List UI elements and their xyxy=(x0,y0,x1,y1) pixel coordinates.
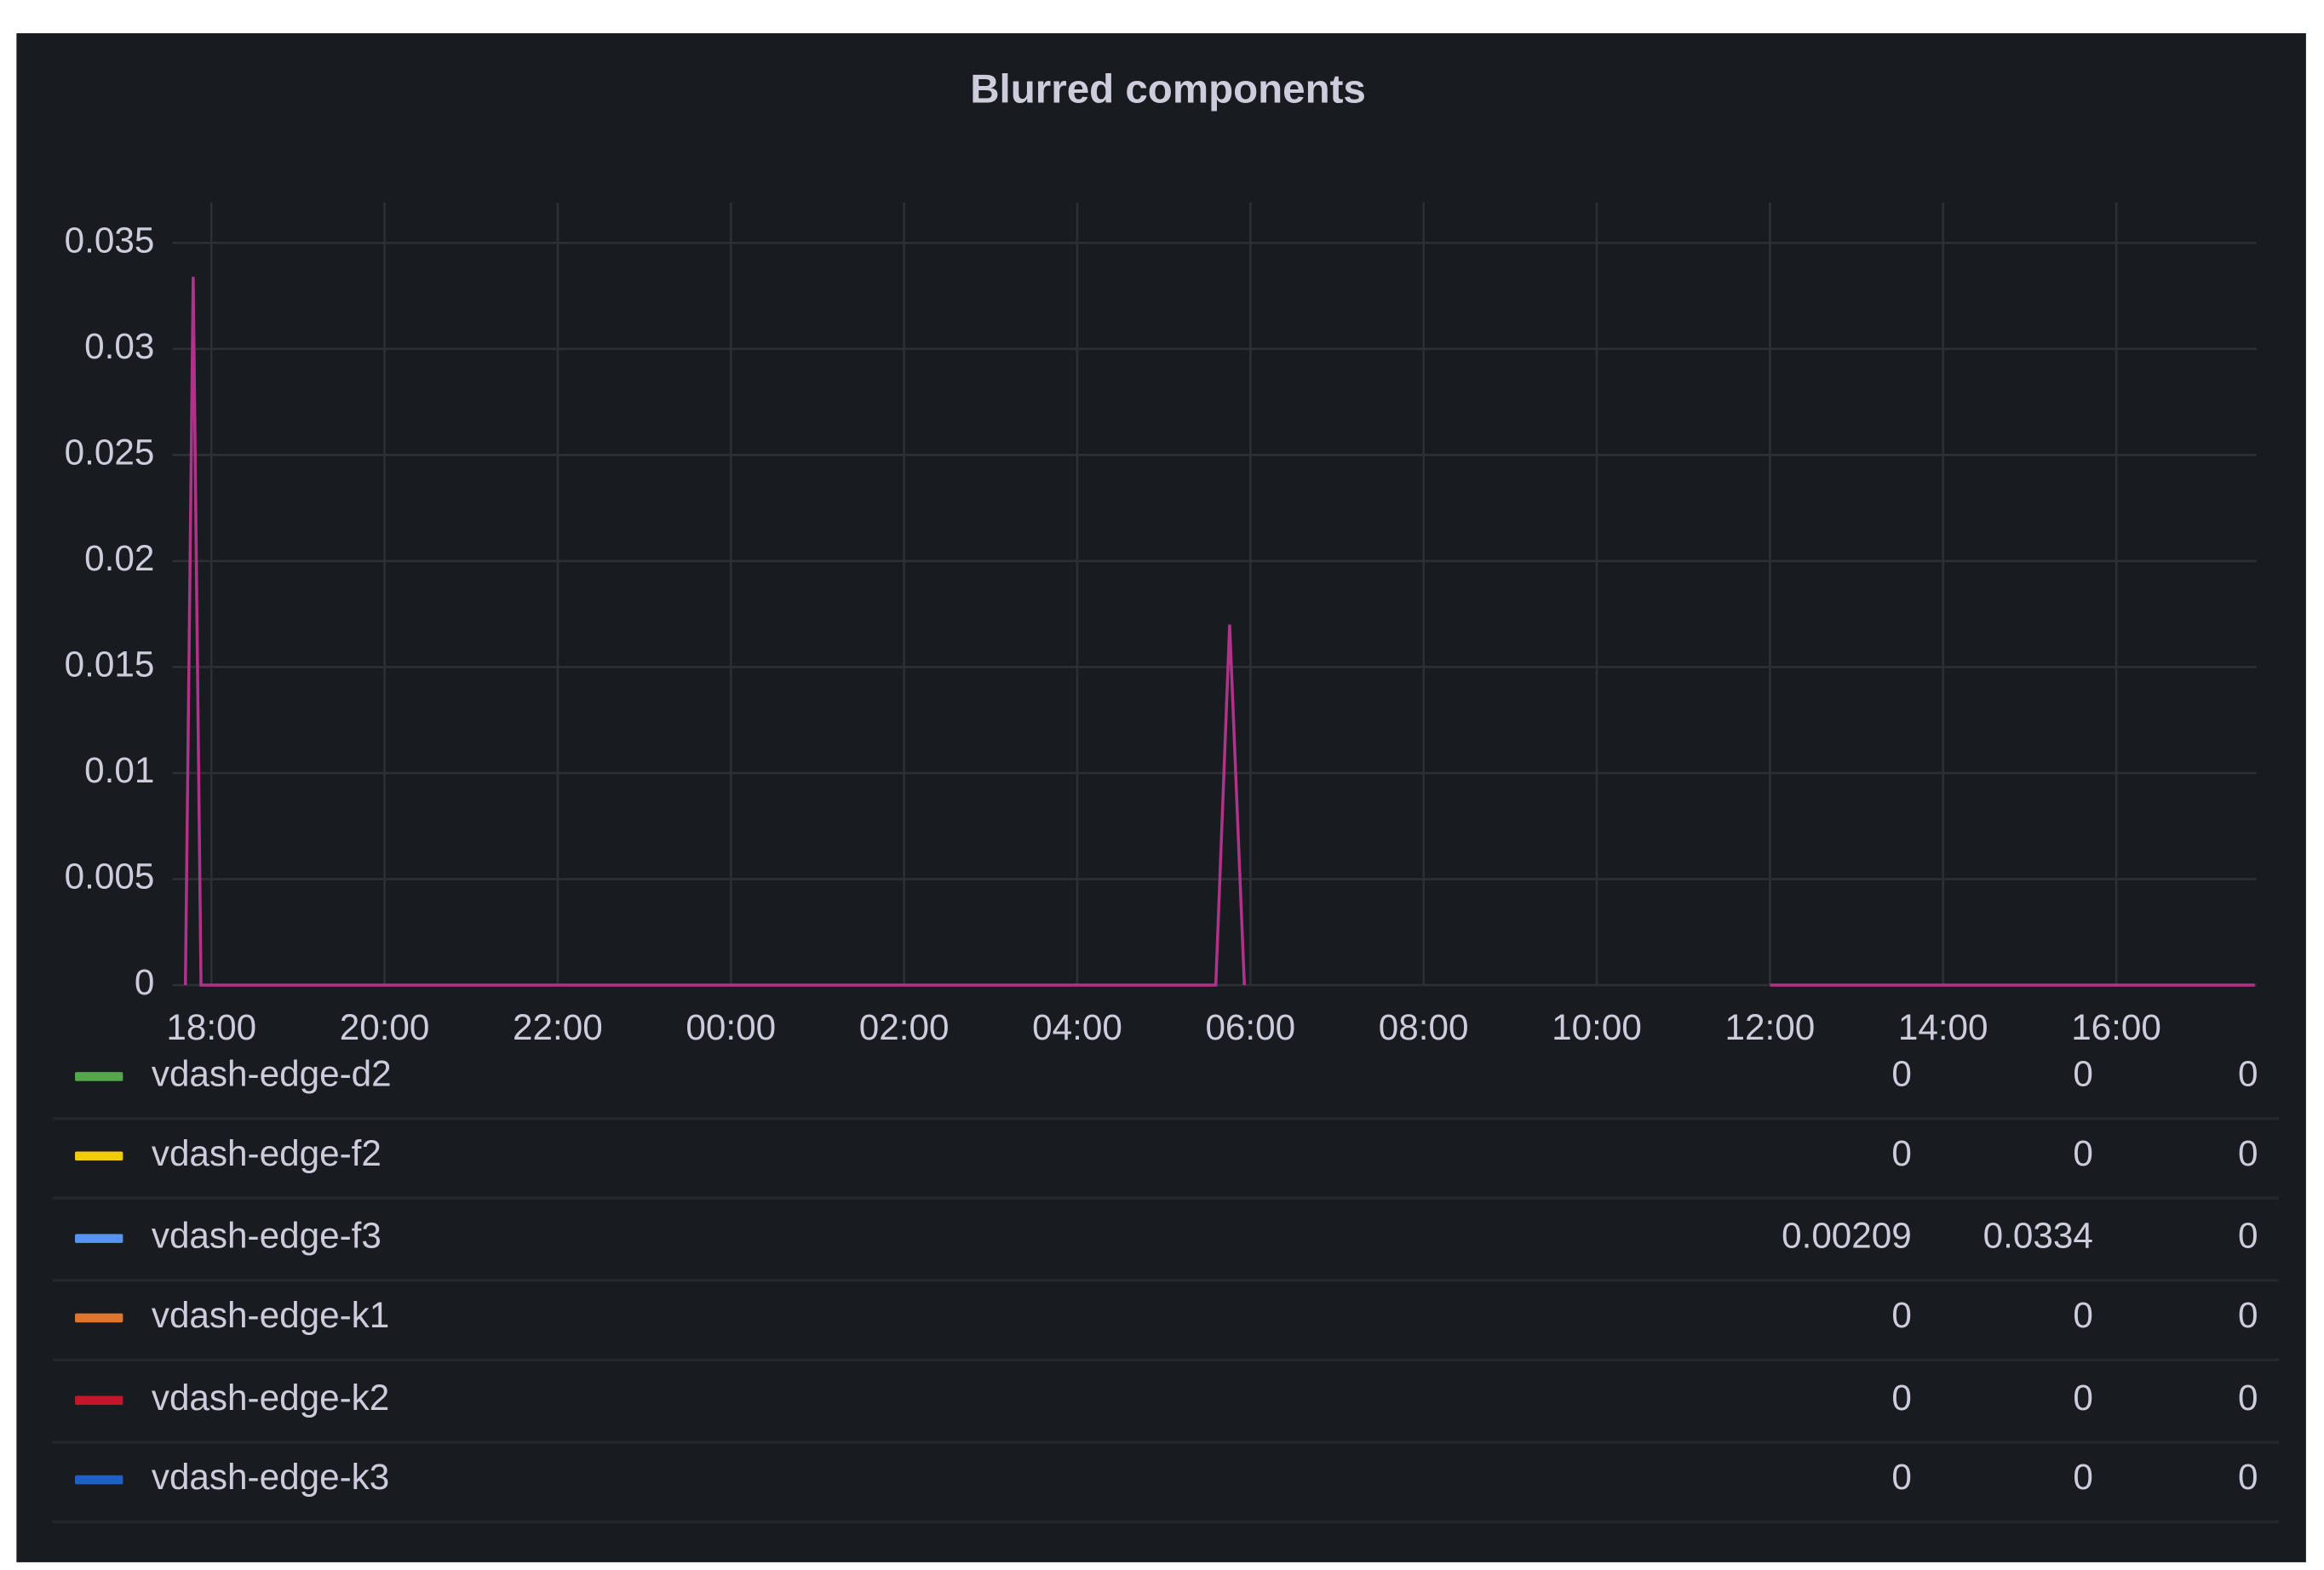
legend-label: vdash-edge-f3 xyxy=(152,1216,382,1256)
legend-value: 0 xyxy=(1891,1133,1912,1173)
legend-value: 0 xyxy=(2238,1378,2258,1418)
legend-value: 0 xyxy=(2238,1457,2258,1497)
legend-value: 0 xyxy=(2073,1295,2093,1335)
legend-swatch xyxy=(75,1072,123,1081)
x-tick-label: 06:00 xyxy=(1205,1007,1295,1047)
x-tick-label: 14:00 xyxy=(1898,1007,1988,1047)
y-tick-label: 0.01 xyxy=(84,750,154,790)
y-tick-label: 0.025 xyxy=(65,433,155,473)
legend-label: vdash-edge-f2 xyxy=(152,1133,382,1173)
legend-value: 0 xyxy=(2073,1133,2093,1173)
y-tick-label: 0.02 xyxy=(84,538,154,578)
legend-label: vdash-edge-d2 xyxy=(152,1054,392,1094)
legend-value: 0 xyxy=(2238,1133,2258,1173)
legend-label: vdash-edge-k2 xyxy=(152,1378,390,1418)
y-tick-label: 0 xyxy=(135,962,155,1002)
legend-value: 0.00209 xyxy=(1782,1216,1912,1256)
legend-value: 0 xyxy=(1891,1054,1912,1094)
legend-value: 0.0334 xyxy=(1983,1216,2093,1256)
x-tick-label: 22:00 xyxy=(513,1007,603,1047)
legend-swatch xyxy=(75,1151,123,1161)
legend-swatch xyxy=(75,1475,123,1485)
legend-value: 0 xyxy=(2238,1295,2258,1335)
legend-swatch xyxy=(75,1395,123,1406)
legend-value: 0 xyxy=(1891,1378,1912,1418)
x-tick-label: 02:00 xyxy=(859,1007,950,1047)
x-tick-label: 00:00 xyxy=(686,1007,776,1047)
x-tick-label: 10:00 xyxy=(1552,1007,1642,1047)
y-tick-label: 0.035 xyxy=(65,220,155,260)
legend-value: 0 xyxy=(2073,1457,2093,1497)
legend-label: vdash-edge-k1 xyxy=(152,1295,390,1335)
y-tick-label: 0.005 xyxy=(65,857,155,897)
legend-value: 0 xyxy=(2073,1054,2093,1094)
legend-swatch xyxy=(75,1313,123,1323)
series-line xyxy=(183,277,2255,987)
chart-title: Blurred components xyxy=(970,66,1366,112)
legend-label: vdash-edge-k3 xyxy=(152,1457,390,1497)
legend-value: 0 xyxy=(2238,1054,2258,1094)
legend-value: 0 xyxy=(1891,1295,1912,1335)
panel xyxy=(16,33,2306,1562)
x-tick-label: 20:00 xyxy=(340,1007,430,1047)
x-tick-label: 18:00 xyxy=(166,1007,256,1047)
legend-value: 0 xyxy=(2238,1216,2258,1256)
legend-swatch xyxy=(75,1234,123,1243)
x-tick-label: 12:00 xyxy=(1724,1007,1815,1047)
legend-value: 0 xyxy=(2073,1378,2093,1418)
legend-value: 0 xyxy=(1891,1457,1912,1497)
x-tick-label: 04:00 xyxy=(1032,1007,1122,1047)
y-tick-label: 0.03 xyxy=(84,326,154,366)
y-tick-label: 0.015 xyxy=(65,645,155,685)
x-tick-label: 08:00 xyxy=(1379,1007,1469,1047)
x-tick-label: 16:00 xyxy=(2071,1007,2161,1047)
